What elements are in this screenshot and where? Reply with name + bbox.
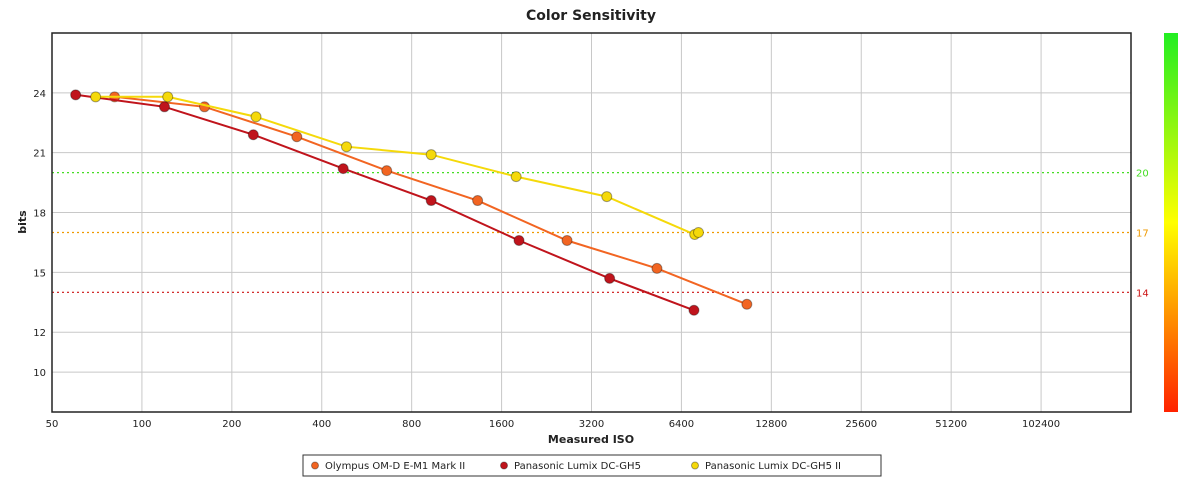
reference-line-label: 17	[1136, 228, 1149, 239]
legend[interactable]: Olympus OM-D E-M1 Mark II Panasonic Lumix…	[302, 454, 882, 477]
legend-label: Panasonic Lumix DC-GH5	[514, 461, 641, 472]
x-tick-label: 800	[402, 419, 421, 430]
legend-label: Olympus OM-D E-M1 Mark II	[325, 461, 465, 472]
x-tick-label: 100	[132, 419, 151, 430]
x-tick-label: 51200	[935, 419, 967, 430]
series-line	[95, 95, 699, 236]
data-point[interactable]	[561, 234, 573, 246]
data-point[interactable]	[162, 91, 174, 103]
x-tick-label: 50	[46, 419, 59, 430]
x-tick-label: 3200	[579, 419, 604, 430]
y-tick-label: 15	[33, 268, 46, 279]
data-point[interactable]	[90, 91, 102, 103]
y-axis-title: bits	[16, 210, 29, 234]
legend-item[interactable]: Olympus OM-D E-M1 Mark II	[311, 461, 466, 472]
x-tick-label: 400	[312, 419, 331, 430]
y-tick-label: 18	[33, 209, 46, 220]
data-point[interactable]	[472, 195, 484, 207]
x-axis-title: Measured ISO	[548, 433, 634, 446]
y-tick-label: 12	[33, 328, 46, 339]
reference-line-label: 20	[1136, 169, 1149, 180]
x-tick-label: 25600	[845, 419, 877, 430]
series-panasonic-lumix-dc-gh5-ii	[90, 91, 704, 240]
data-point[interactable]	[513, 234, 525, 246]
data-point[interactable]	[425, 149, 437, 161]
data-point[interactable]	[688, 304, 700, 316]
legend-item[interactable]: Panasonic Lumix DC-GH5	[500, 461, 641, 472]
data-point[interactable]	[601, 191, 613, 203]
y-tick-label: 21	[33, 149, 46, 160]
data-point[interactable]	[741, 298, 753, 310]
reference-line-label: 14	[1136, 288, 1149, 299]
x-tick-label: 102400	[1022, 419, 1060, 430]
series-line	[114, 95, 748, 306]
grid	[52, 33, 1131, 412]
data-point[interactable]	[425, 195, 437, 207]
y-axis-ticks: 10 12 15 18 21 24	[33, 89, 46, 379]
x-tick-label: 6400	[669, 419, 694, 430]
legend-label: Panasonic Lumix DC-GH5 II	[705, 461, 841, 472]
data-point[interactable]	[381, 165, 393, 177]
plot-frame	[51, 32, 1132, 413]
legend-marker	[500, 461, 508, 470]
data-point[interactable]	[158, 101, 170, 113]
data-point[interactable]	[604, 272, 616, 284]
x-tick-label: 200	[222, 419, 241, 430]
x-tick-label: 12800	[755, 419, 787, 430]
data-point[interactable]	[340, 141, 352, 153]
x-axis-ticks: 50 100 200 400 800 1600 3200 6400 12800 25600 5120…	[46, 419, 1061, 430]
series-group	[70, 89, 753, 316]
data-point[interactable]	[651, 262, 663, 274]
color-scale-bar	[1164, 33, 1178, 412]
series-line	[75, 93, 695, 312]
data-point[interactable]	[291, 131, 303, 143]
data-point[interactable]	[250, 111, 262, 123]
series-panasonic-lumix-dc-gh5	[70, 89, 700, 316]
chart-title: Color Sensitivity	[526, 8, 656, 24]
data-point[interactable]	[510, 171, 522, 183]
reference-lines: 20 17 14	[52, 169, 1149, 299]
y-tick-label: 10	[33, 368, 46, 379]
data-point[interactable]	[247, 129, 259, 141]
data-point[interactable]	[70, 89, 82, 101]
data-point[interactable]	[337, 163, 349, 175]
legend-marker	[691, 461, 699, 470]
legend-item[interactable]: Panasonic Lumix DC-GH5 II	[691, 461, 842, 472]
legend-marker	[311, 461, 319, 470]
y-tick-label: 24	[33, 89, 46, 100]
x-tick-label: 1600	[489, 419, 514, 430]
data-point[interactable]	[692, 226, 704, 238]
legend-box	[302, 454, 882, 477]
